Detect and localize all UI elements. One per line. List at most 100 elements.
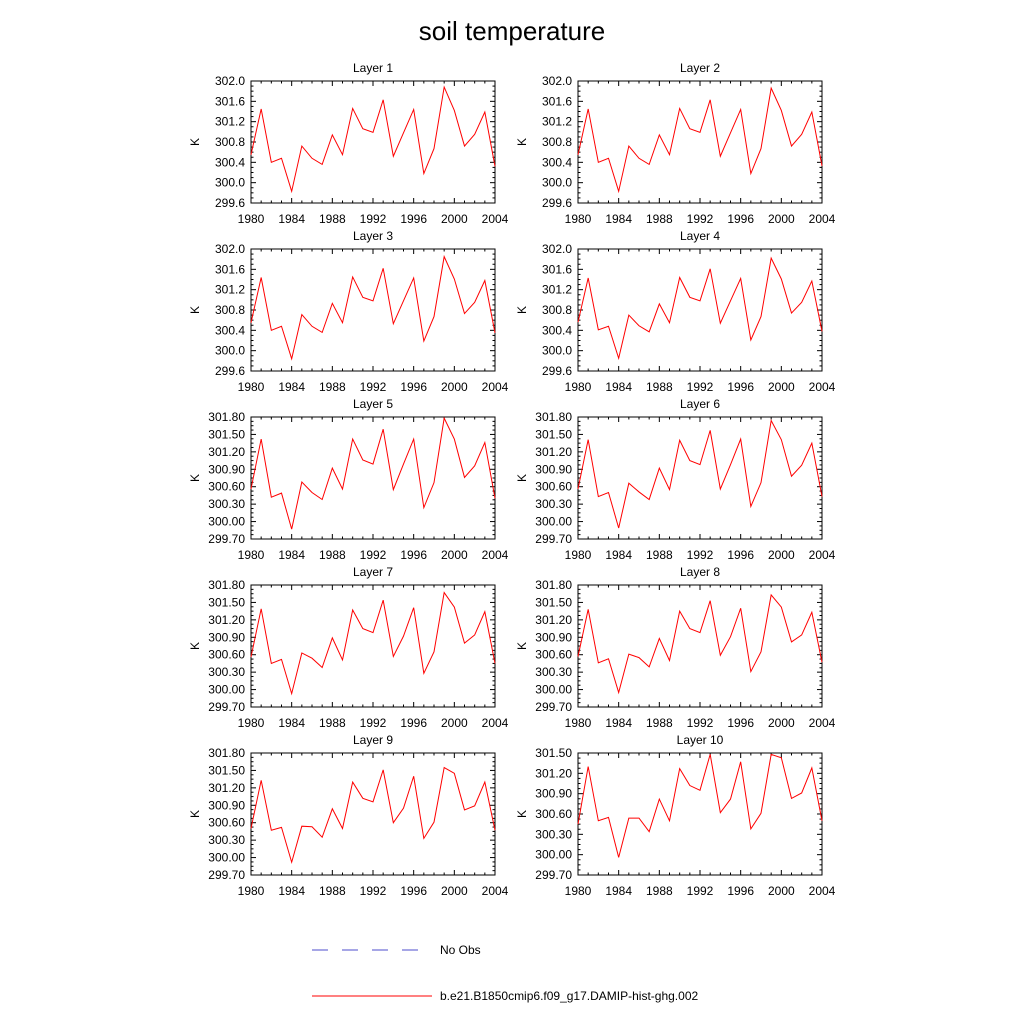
- panel-layer-4: Layer 4 K 1980 1984 1988 1992 1996 2000 2004 299.…: [515, 229, 836, 394]
- series-line: [577, 753, 823, 858]
- panel-title: Layer 1: [353, 61, 393, 75]
- y-tick-label: 301.50: [208, 427, 245, 441]
- panel-title: Layer 2: [680, 61, 720, 75]
- x-tick-label: 1984: [605, 380, 632, 394]
- y-tick-label: 300.00: [208, 515, 245, 529]
- series-line: [577, 256, 823, 361]
- y-tick-label: 300.30: [208, 497, 245, 511]
- plot-frame: [250, 584, 496, 708]
- y-tick-label: 301.20: [208, 445, 245, 459]
- y-tick-label: 301.50: [208, 595, 245, 609]
- x-tick-label: 1996: [727, 548, 754, 562]
- x-tick-label: 1996: [400, 380, 427, 394]
- x-tick-label: 1996: [727, 716, 754, 730]
- series-line: [250, 766, 496, 865]
- plot-frame: [577, 80, 823, 204]
- x-tick-label: 2004: [482, 884, 509, 898]
- y-tick-label: 300.30: [535, 827, 572, 841]
- y-tick-label: 302.0: [542, 74, 572, 88]
- figure-title: soil temperature: [419, 16, 605, 46]
- y-tick-label: 300.4: [215, 323, 245, 337]
- series-line: [250, 416, 496, 530]
- y-tick-label: 302.0: [215, 242, 245, 256]
- legend: No Obs b.e21.B1850cmip6.f09_g17.DAMIP-hi…: [312, 943, 698, 1003]
- legend-label-model: b.e21.B1850cmip6.f09_g17.DAMIP-hist-ghg.…: [440, 989, 698, 1003]
- y-tick-label: 300.30: [208, 665, 245, 679]
- panel-title: Layer 7: [353, 565, 393, 579]
- y-axis-label: K: [188, 306, 202, 314]
- x-tick-label: 2004: [482, 548, 509, 562]
- y-tick-label: 300.4: [542, 323, 572, 337]
- x-tick-label: 2004: [482, 212, 509, 226]
- x-tick-label: 1980: [238, 548, 265, 562]
- y-tick-label: 301.50: [208, 763, 245, 777]
- x-tick-label: 1980: [238, 212, 265, 226]
- plot-frame: [250, 80, 496, 204]
- y-tick-label: 300.90: [208, 798, 245, 812]
- y-tick-label: 300.60: [535, 807, 572, 821]
- y-tick-label: 301.80: [208, 410, 245, 424]
- panel-layer-6: Layer 6 K 1980 1984 1988 1992 1996 2000 2004 299.…: [515, 397, 836, 562]
- y-tick-label: 299.70: [535, 532, 572, 546]
- y-tick-label: 300.90: [535, 787, 572, 801]
- panel-layer-3: Layer 3 K 1980 1984 1988 1992 1996 2000 2004 299.…: [188, 229, 509, 394]
- x-tick-label: 1996: [400, 212, 427, 226]
- y-tick-label: 302.0: [542, 242, 572, 256]
- x-tick-label: 1980: [565, 884, 592, 898]
- x-tick-label: 2000: [441, 380, 468, 394]
- x-tick-label: 1992: [687, 548, 714, 562]
- y-tick-label: 301.2: [542, 115, 572, 129]
- x-tick-label: 1980: [565, 380, 592, 394]
- y-tick-label: 300.60: [208, 648, 245, 662]
- series-line: [250, 254, 496, 361]
- y-axis-label: K: [515, 642, 529, 650]
- y-tick-label: 300.8: [542, 303, 572, 317]
- panel-title: Layer 8: [680, 565, 720, 579]
- y-tick-label: 301.6: [215, 262, 245, 276]
- y-tick-label: 301.50: [535, 427, 572, 441]
- x-tick-label: 1988: [319, 716, 346, 730]
- x-tick-label: 1992: [687, 212, 714, 226]
- panel-title: Layer 6: [680, 397, 720, 411]
- x-tick-label: 1996: [400, 548, 427, 562]
- y-tick-label: 301.50: [535, 595, 572, 609]
- y-tick-label: 299.6: [215, 196, 245, 210]
- y-tick-label: 300.90: [208, 462, 245, 476]
- panel-title: Layer 3: [353, 229, 393, 243]
- y-tick-label: 301.20: [535, 613, 572, 627]
- x-tick-label: 2004: [809, 884, 836, 898]
- y-tick-label: 301.50: [535, 746, 572, 760]
- y-tick-label: 299.70: [535, 868, 572, 882]
- x-tick-label: 1980: [565, 212, 592, 226]
- panel-title: Layer 4: [680, 229, 720, 243]
- x-tick-label: 1996: [727, 884, 754, 898]
- y-tick-label: 300.8: [542, 135, 572, 149]
- y-tick-label: 301.20: [208, 781, 245, 795]
- y-tick-label: 301.6: [542, 94, 572, 108]
- x-tick-label: 2000: [441, 212, 468, 226]
- x-tick-label: 1984: [605, 212, 632, 226]
- series-line: [577, 86, 823, 194]
- y-tick-label: 301.2: [215, 115, 245, 129]
- y-tick-label: 301.20: [535, 766, 572, 780]
- y-tick-label: 300.4: [542, 155, 572, 169]
- x-tick-label: 2004: [809, 212, 836, 226]
- y-tick-label: 300.00: [535, 683, 572, 697]
- y-tick-label: 299.6: [215, 364, 245, 378]
- plot-frame: [577, 248, 823, 372]
- x-tick-label: 1988: [646, 212, 673, 226]
- x-tick-label: 1984: [605, 716, 632, 730]
- x-tick-label: 1988: [319, 548, 346, 562]
- x-tick-label: 2004: [809, 716, 836, 730]
- y-axis-label: K: [188, 138, 202, 146]
- y-tick-label: 299.70: [208, 700, 245, 714]
- x-tick-label: 2000: [768, 212, 795, 226]
- y-tick-label: 300.00: [208, 851, 245, 865]
- y-tick-label: 300.30: [535, 497, 572, 511]
- y-tick-label: 300.8: [215, 135, 245, 149]
- x-tick-label: 1996: [727, 212, 754, 226]
- y-tick-label: 299.70: [208, 868, 245, 882]
- y-axis-label: K: [188, 810, 202, 818]
- x-tick-label: 1984: [605, 548, 632, 562]
